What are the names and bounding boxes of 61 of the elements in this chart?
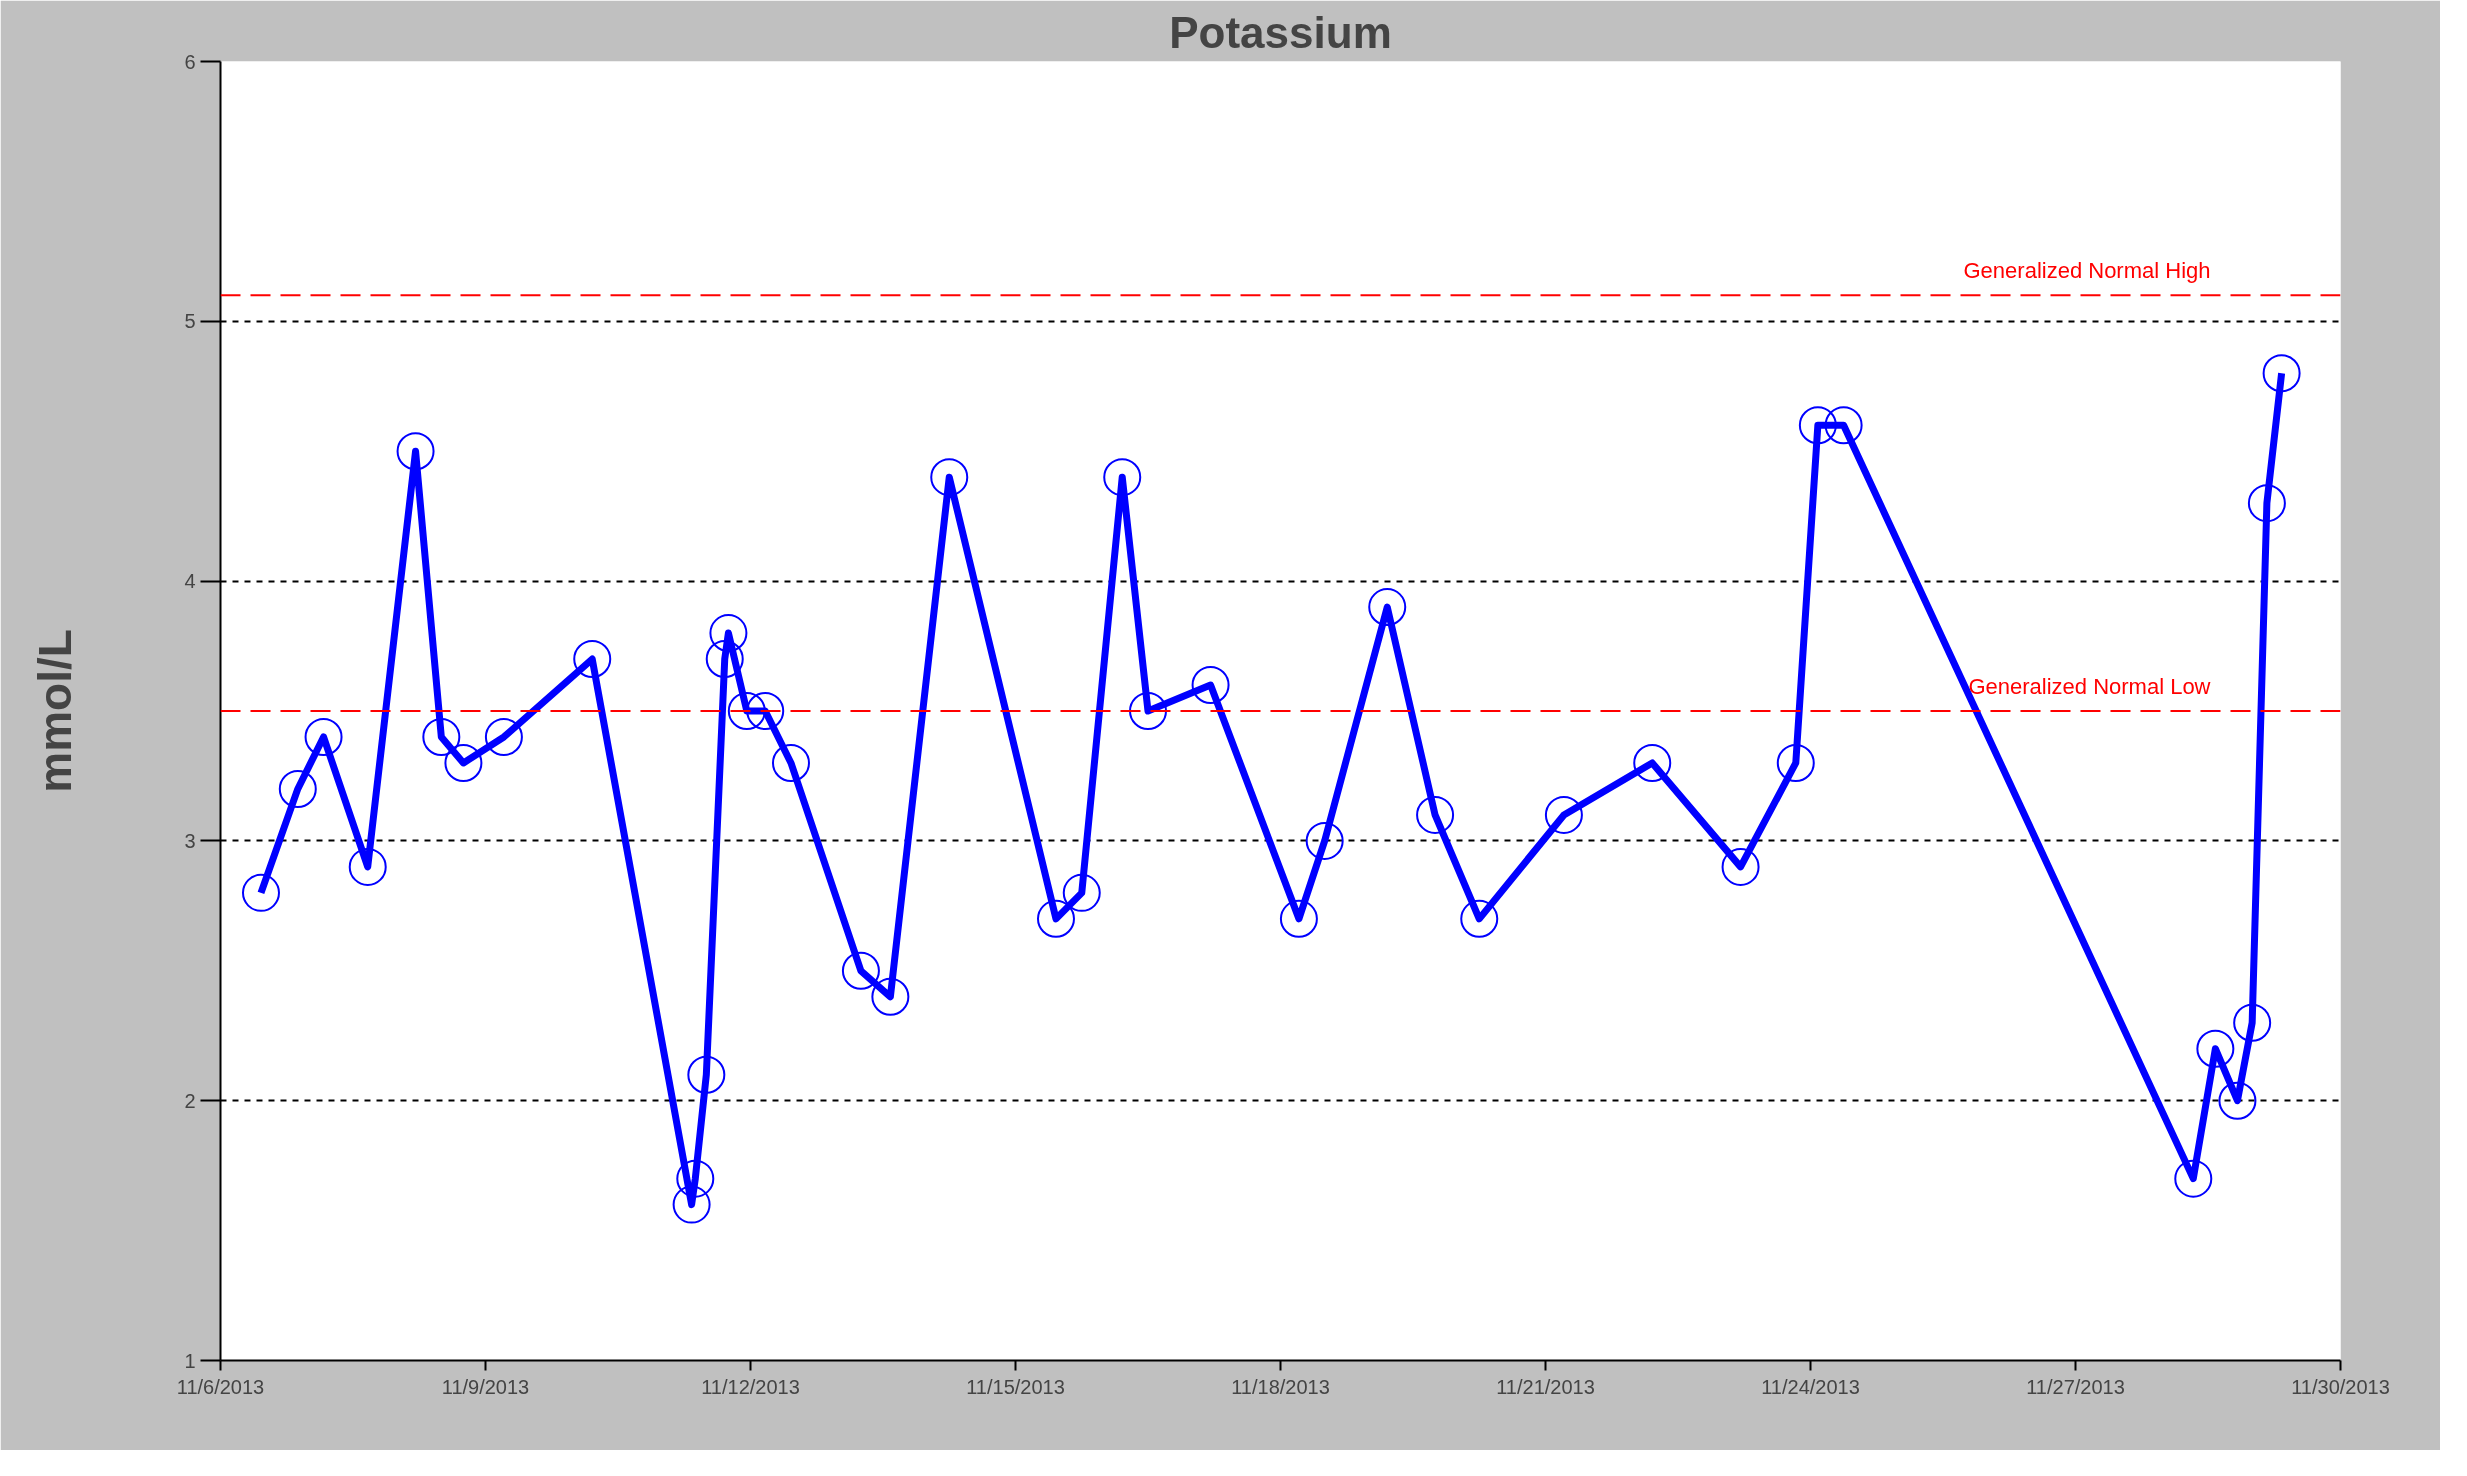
point xyxy=(2218,1081,2257,1120)
point xyxy=(2196,1029,2235,1068)
y-tick-label: 4 xyxy=(184,570,196,593)
point xyxy=(930,458,969,497)
point xyxy=(687,1055,726,1094)
point xyxy=(1633,744,1672,782)
point xyxy=(241,873,280,912)
point xyxy=(444,744,483,782)
ref-line-label: Generalized Normal High xyxy=(1963,258,2211,284)
point xyxy=(1129,692,1167,730)
x-tick-label: 11/21/2013 xyxy=(1496,1375,1595,1398)
point xyxy=(573,640,612,678)
point xyxy=(278,769,317,808)
point xyxy=(2174,1159,2213,1198)
x-tick-label: 11/9/2013 xyxy=(441,1375,530,1398)
point xyxy=(396,432,435,471)
point xyxy=(1368,588,1407,627)
point xyxy=(746,692,785,730)
point xyxy=(348,847,387,886)
y-tick-label: 3 xyxy=(184,829,196,852)
chart-title: Potassium xyxy=(1169,7,1392,57)
point xyxy=(1544,795,1583,834)
point xyxy=(1776,744,1815,782)
point xyxy=(1279,899,1318,938)
point xyxy=(1460,899,1499,938)
point xyxy=(1824,406,1863,445)
point xyxy=(1191,666,1230,704)
x-tick-label: 11/6/2013 xyxy=(176,1375,265,1398)
point xyxy=(672,1185,711,1224)
point xyxy=(705,640,744,678)
x-tick-label: 11/15/2013 xyxy=(966,1375,1065,1398)
point xyxy=(1798,406,1837,445)
point xyxy=(1721,847,1760,886)
y-tick-label: 5 xyxy=(184,310,196,333)
y-axis-title: mmol/L xyxy=(29,629,82,793)
x-tick-label: 11/30/2013 xyxy=(2291,1375,2390,1398)
point xyxy=(1103,458,1142,497)
point xyxy=(422,718,461,756)
point xyxy=(1036,899,1075,938)
point xyxy=(1062,873,1101,912)
point xyxy=(1416,795,1455,834)
y-tick-label: 2 xyxy=(184,1089,196,1112)
point xyxy=(2233,1003,2272,1042)
x-tick-label: 11/12/2013 xyxy=(701,1375,800,1398)
x-tick-label: 11/24/2013 xyxy=(1761,1375,1860,1398)
point xyxy=(484,718,523,756)
point xyxy=(841,951,880,990)
point xyxy=(771,744,810,782)
x-tick-label: 11/18/2013 xyxy=(1231,1375,1330,1398)
y-tick-label: 1 xyxy=(184,1349,196,1372)
x-tick-label: 11/27/2013 xyxy=(2026,1375,2125,1398)
point xyxy=(709,614,748,653)
point xyxy=(871,977,910,1016)
point xyxy=(2247,484,2286,523)
point xyxy=(727,692,766,730)
point xyxy=(304,718,343,756)
y-tick-label: 6 xyxy=(184,50,196,73)
point xyxy=(2262,354,2301,393)
ref-line-label: Generalized Normal Low xyxy=(1968,674,2211,699)
point xyxy=(1305,821,1344,860)
point xyxy=(676,1159,715,1198)
